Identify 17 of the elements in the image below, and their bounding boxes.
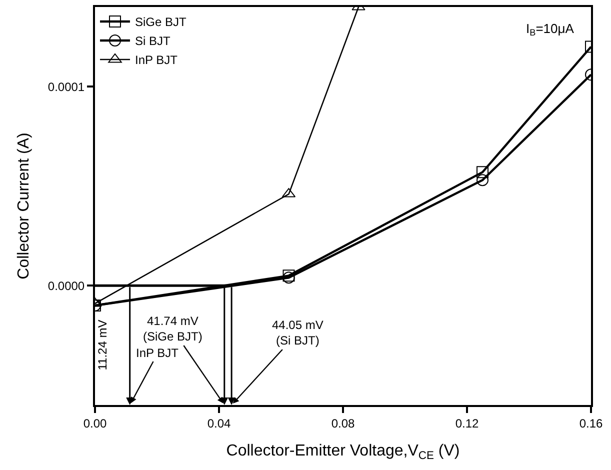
x-axis-title: Collector-Emitter Voltage,V$_{CE}$ (V) bbox=[226, 442, 460, 462]
legend-label: Si BJT bbox=[135, 34, 172, 48]
annotation: InP BJT bbox=[136, 346, 180, 360]
y-tick-label: 0.0000 bbox=[48, 278, 85, 293]
annotation: 11.24 mV bbox=[96, 320, 110, 370]
legend-label: SiGe BJT bbox=[135, 15, 188, 30]
x-tick-label: 0.16 bbox=[579, 416, 603, 430]
x-tick-label: 0.00 bbox=[83, 416, 107, 430]
annotation: I$_{B}$=10μA bbox=[526, 21, 574, 38]
annotation: 44.05 mV (Si BJT) bbox=[272, 318, 324, 348]
legend-label: InP BJT bbox=[135, 53, 178, 68]
annotation: 41.74 mV (SiGe BJT) bbox=[143, 314, 202, 344]
y-axis-title: Collector Current (A) bbox=[15, 132, 32, 280]
x-tick-label: 0.04 bbox=[207, 416, 231, 430]
x-tick-label: 0.12 bbox=[455, 416, 479, 430]
x-tick-label: 0.08 bbox=[331, 416, 355, 430]
y-tick-label: 0.0001 bbox=[48, 80, 85, 94]
